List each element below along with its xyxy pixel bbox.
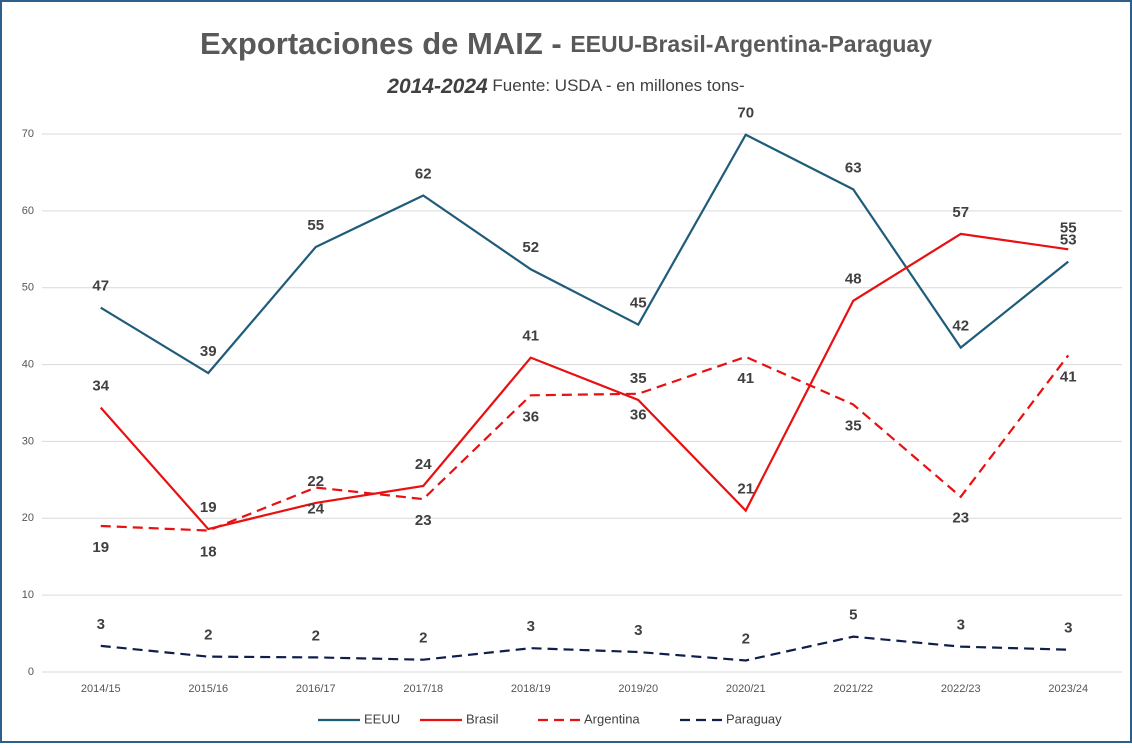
data-label: 62	[415, 165, 432, 182]
data-label: 35	[630, 370, 647, 387]
data-label: 3	[957, 617, 965, 634]
data-label: 3	[634, 622, 642, 639]
data-label: 63	[845, 159, 862, 176]
x-tick-label: 2015/16	[188, 683, 228, 695]
chart-subtitle: 2014-2024 Fuente: USDA - en millones ton…	[386, 75, 744, 98]
y-tick-label: 10	[22, 589, 34, 601]
data-label: 2	[312, 627, 320, 644]
legend-label: EEUU	[364, 711, 400, 726]
data-label: 19	[92, 539, 109, 556]
data-label: 41	[1060, 368, 1077, 385]
x-tick-label: 2018/19	[511, 683, 551, 695]
subtitle-text: Fuente: USDA - en millones tons-	[488, 76, 745, 95]
data-label: 23	[415, 512, 432, 529]
data-label: 36	[630, 407, 647, 424]
x-tick-label: 2017/18	[403, 683, 443, 695]
data-label: 39	[200, 343, 217, 360]
x-tick-label: 2022/23	[941, 683, 981, 695]
x-tick-label: 2014/15	[81, 683, 121, 695]
title-main: Exportaciones de MAIZ -	[200, 26, 570, 61]
title-suffix: EEUU-Brasil-Argentina-Paraguay	[570, 31, 932, 57]
legend-label: Paraguay	[726, 711, 782, 726]
data-label: 41	[737, 370, 754, 387]
data-label: 48	[845, 271, 862, 288]
data-label: 70	[737, 105, 754, 122]
data-label: 35	[845, 418, 862, 435]
y-tick-label: 60	[22, 205, 34, 217]
series-line	[100, 354, 1070, 532]
x-tick-label: 2021/22	[833, 683, 873, 695]
data-label: 41	[522, 328, 539, 345]
data-label: 24	[307, 501, 324, 518]
legend-label: Argentina	[584, 711, 640, 726]
data-label: 57	[952, 204, 969, 221]
y-tick-label: 0	[28, 666, 34, 678]
y-tick-label: 30	[22, 435, 34, 447]
data-label: 36	[522, 408, 539, 425]
data-label: 23	[952, 510, 969, 527]
y-tick-label: 70	[22, 128, 34, 140]
data-label: 3	[527, 618, 535, 635]
data-label: 42	[952, 318, 969, 335]
chart-title: Exportaciones de MAIZ - EEUU-Brasil-Arge…	[200, 26, 932, 61]
y-tick-label: 20	[22, 512, 34, 524]
x-tick-label: 2023/24	[1048, 683, 1088, 695]
data-label: 2	[204, 627, 212, 644]
data-label: 3	[97, 616, 105, 633]
data-label: 5	[849, 607, 857, 624]
data-label: 34	[92, 378, 109, 395]
data-label: 24	[415, 456, 432, 473]
x-tick-label: 2020/21	[726, 683, 766, 695]
data-label: 2	[419, 630, 427, 647]
y-tick-label: 40	[22, 358, 34, 370]
x-tick-label: 2019/20	[618, 683, 658, 695]
y-tick-label: 50	[22, 282, 34, 294]
series-line	[99, 232, 1069, 531]
data-label: 2	[742, 630, 750, 647]
data-label: 18	[200, 544, 217, 561]
data-label: 55	[1060, 219, 1077, 236]
data-label: 19	[200, 499, 217, 516]
data-label: 47	[92, 278, 109, 295]
legend-label: Brasil	[466, 711, 499, 726]
data-label: 52	[522, 239, 539, 256]
data-label: 21	[737, 481, 754, 498]
data-label: 22	[307, 473, 324, 490]
series-line	[100, 635, 1069, 662]
data-label: 3	[1064, 620, 1072, 637]
x-tick-label: 2016/17	[296, 683, 336, 695]
data-label: 45	[630, 295, 647, 312]
subtitle-years: 2014-2024	[386, 75, 488, 98]
data-label: 53	[1060, 232, 1077, 249]
data-label: 55	[307, 217, 324, 234]
